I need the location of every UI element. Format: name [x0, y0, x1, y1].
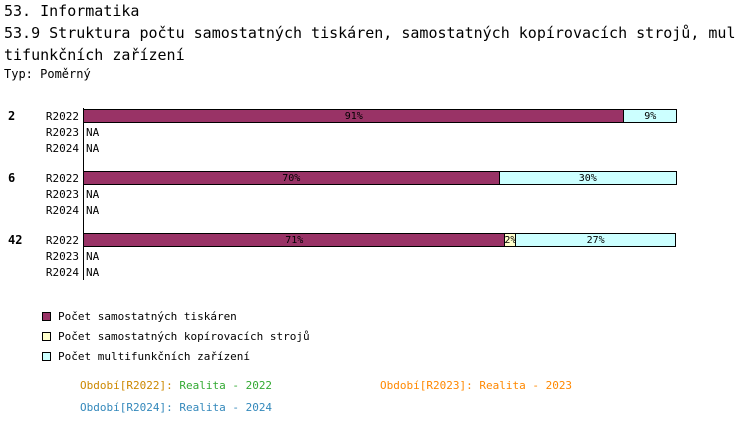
legend-swatch [42, 311, 51, 321]
bar-area: NA [83, 124, 99, 140]
period-label: R2024 [45, 265, 79, 279]
period-label: R2024 [45, 203, 79, 217]
period-note-value: Realita - 2023 [479, 379, 573, 392]
stacked-bar-chart: 2 R2022 91% 9% R2023 NA R2024 NA 6 R2022 70% 30% R20… [4, 108, 746, 294]
bar-segment: 91% [83, 109, 625, 123]
bar-area: NA [83, 140, 99, 156]
page-subtitle-line2: tifunkčních zařízení [4, 46, 185, 64]
period-note-label: Období[R2022]: [80, 379, 180, 392]
na-value: NA [86, 203, 100, 217]
bar-area: NA [83, 248, 99, 264]
group-label: 6 [8, 171, 16, 185]
chart-row: R2023 NA [4, 124, 746, 140]
bar-area: NA [83, 202, 99, 218]
legend-label: Počet samostatných kopírovacích strojů [58, 329, 310, 343]
period-label: R2024 [45, 141, 79, 155]
chart-row: R2024 NA [4, 264, 746, 280]
page-subtitle-line1: 53.9 Struktura počtu samostatných tiskár… [4, 24, 736, 42]
period-note: Období[R2023]: Realita - 2023 [380, 379, 572, 392]
legend-item: Počet samostatných kopírovacích strojů [42, 329, 310, 343]
chart-type-label: Typ: Poměrný [4, 67, 91, 81]
chart-row: 2 R2022 91% 9% [4, 108, 746, 124]
chart-row: R2024 NA [4, 202, 746, 218]
period-note-label: Období[R2023]: [380, 379, 480, 392]
bar-group: 42 R2022 71% 2% 27% R2023 NA R2024 NA [4, 232, 746, 280]
bar-area: 71% 2% 27% [83, 232, 676, 248]
legend-swatch [42, 331, 51, 341]
chart-row: 6 R2022 70% 30% [4, 170, 746, 186]
period-note-label: Období[R2024]: [80, 401, 180, 414]
na-value: NA [86, 141, 100, 155]
na-value: NA [86, 265, 100, 279]
bar-segment: 30% [498, 171, 677, 185]
chart-legend: Počet samostatných tiskáren Počet samosta… [42, 310, 310, 370]
legend-item: Počet samostatných tiskáren [42, 309, 310, 323]
bar-area: NA [83, 186, 99, 202]
period-note: Období[R2024]: Realita - 2024 [80, 401, 272, 414]
bar-segment: 71% [83, 233, 506, 247]
period-label: R2022 [45, 109, 79, 123]
na-value: NA [86, 125, 100, 139]
legend-item: Počet multifunkčních zařízení [42, 349, 310, 363]
bar-area: 70% 30% [83, 170, 677, 186]
chart-row: R2023 NA [4, 186, 746, 202]
legend-label: Počet samostatných tiskáren [58, 309, 237, 323]
y-axis-line [83, 108, 84, 280]
period-label: R2023 [45, 125, 79, 139]
bar-groups: 2 R2022 91% 9% R2023 NA R2024 NA 6 R2022 70% 30% R20… [4, 108, 746, 280]
period-label: R2023 [45, 249, 79, 263]
bar-segment: 9% [623, 109, 677, 123]
bar-area: NA [83, 264, 99, 280]
period-note-value: Realita - 2024 [179, 401, 273, 414]
chart-row: R2023 NA [4, 248, 746, 264]
bar-segment: 70% [83, 171, 500, 185]
group-label: 42 [8, 233, 23, 247]
page-title: 53. Informatika [4, 2, 140, 20]
bar-area: 91% 9% [83, 108, 677, 124]
period-label: R2022 [45, 171, 79, 185]
period-label: R2023 [45, 187, 79, 201]
chart-row: R2024 NA [4, 140, 746, 156]
period-note: Období[R2022]: Realita - 2022 [80, 379, 272, 392]
bar-segment: 27% [515, 233, 676, 247]
na-value: NA [86, 249, 100, 263]
bar-group: 2 R2022 91% 9% R2023 NA R2024 NA [4, 108, 746, 156]
period-note-value: Realita - 2022 [179, 379, 273, 392]
period-label: R2022 [45, 233, 79, 247]
legend-label: Počet multifunkčních zařízení [58, 349, 251, 363]
chart-row: 42 R2022 71% 2% 27% [4, 232, 746, 248]
na-value: NA [86, 187, 100, 201]
legend-swatch [42, 351, 51, 361]
group-label: 2 [8, 109, 16, 123]
bar-group: 6 R2022 70% 30% R2023 NA R2024 NA [4, 170, 746, 218]
